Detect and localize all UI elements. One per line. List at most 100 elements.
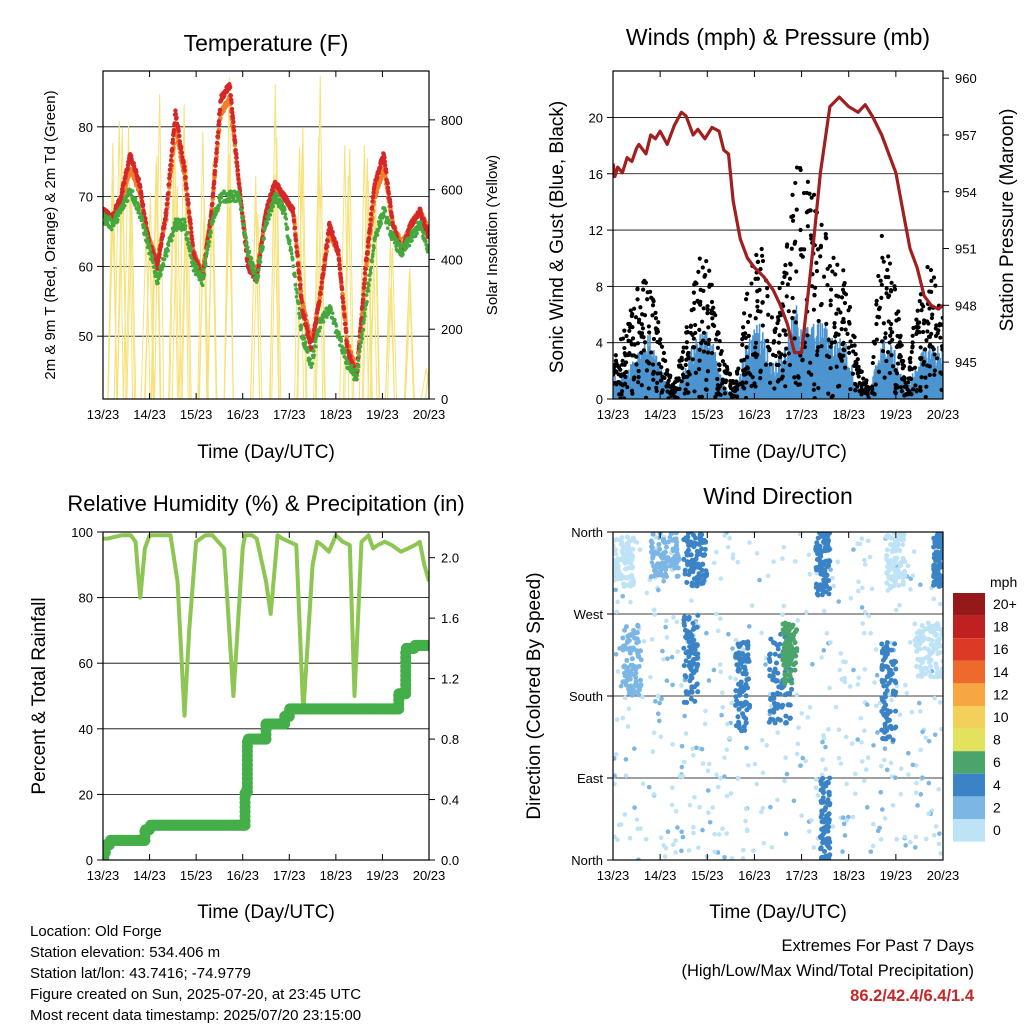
temperature-y2label: Solar Insolation (Yellow) [484,155,501,315]
direction-point [839,651,844,656]
temp-point [164,208,168,212]
temp-point [322,264,326,268]
temp-point [292,219,296,223]
direction-point [632,746,637,751]
temp-point [317,329,321,333]
temp-point [357,354,361,358]
direction-point [725,794,730,799]
gust-point [843,281,847,285]
y-tick-label: 8 [596,279,603,294]
gust-point [900,389,904,393]
direction-point [716,629,721,634]
gust-point [879,296,883,300]
gust-point [881,349,885,353]
direction-point [924,837,929,842]
gust-point [741,325,745,329]
temp-point [259,260,263,264]
direction-point [848,684,853,689]
gust-point [883,331,887,335]
direction-point [874,647,879,652]
gust-point [938,336,942,340]
temp-point [189,226,193,230]
direction-point [726,632,731,637]
gust-point [758,376,762,380]
temp-point [211,191,215,195]
precip-series [98,640,435,866]
gust-point [716,346,720,350]
gust-point [654,326,658,330]
temp-point [236,173,240,177]
direction-point [628,600,633,605]
temp-point [203,260,207,264]
gust-point [751,375,755,379]
direction-point [908,840,913,845]
temp-point [167,243,171,247]
direction-point [798,763,803,768]
direction-point [866,539,871,544]
gust-point [806,180,810,184]
gust-point [856,357,860,361]
temp-point [339,280,343,284]
gust-point [710,300,714,304]
direction-point [704,631,709,636]
gust-point [735,370,739,374]
temp-point [296,263,300,267]
gust-point [893,390,897,394]
gust-point [765,294,769,298]
direction-point [670,803,675,808]
gust-point [806,209,810,213]
temp-point [422,232,426,236]
gust-point [780,281,784,285]
gust-point [692,307,696,311]
gust-point [617,392,621,396]
temp-point [288,239,292,243]
temp-point [186,201,190,205]
gust-point [614,370,618,374]
gust-point [883,376,887,380]
gust-point [707,338,711,342]
direction-point [856,579,861,584]
gust-point [790,296,794,300]
temp-point [116,218,120,222]
direction-point [701,761,706,766]
temp-point [209,231,213,235]
gust-point [654,386,658,390]
gust-point [736,383,740,387]
gust-point [637,320,641,324]
temp-point [364,257,368,261]
direction-point [726,545,731,550]
direction-point [653,699,658,704]
temp-point [184,186,188,190]
gust-point [614,359,618,363]
gust-point [884,359,888,363]
temp-point [163,257,167,261]
direction-point [615,609,620,614]
temp-point [169,163,173,167]
gust-point [829,345,833,349]
direction-point [678,774,683,779]
direction-point [799,711,804,716]
wind-direction-title: Wind Direction [703,483,853,509]
gust-point [824,235,828,239]
temp-point [379,222,383,226]
direction-point [722,533,727,538]
temp-point [134,197,138,201]
temp-point [248,250,252,254]
direction-point [812,845,817,850]
temp-point [387,191,391,195]
gust-point [644,281,648,285]
gust-point [922,321,926,325]
gust-point [842,291,846,295]
temp-point [369,212,373,216]
y-tick-label: 20 [79,787,93,802]
gust-point [845,332,849,336]
y-tick-label: 12 [589,223,603,238]
gust-point [805,191,809,195]
gust-point [723,391,727,395]
direction-point [623,696,628,701]
gust-point [841,354,845,358]
temp-point [242,224,246,228]
direction-point [761,841,766,846]
y-tick-label: 70 [79,190,93,205]
gust-point [770,315,774,319]
